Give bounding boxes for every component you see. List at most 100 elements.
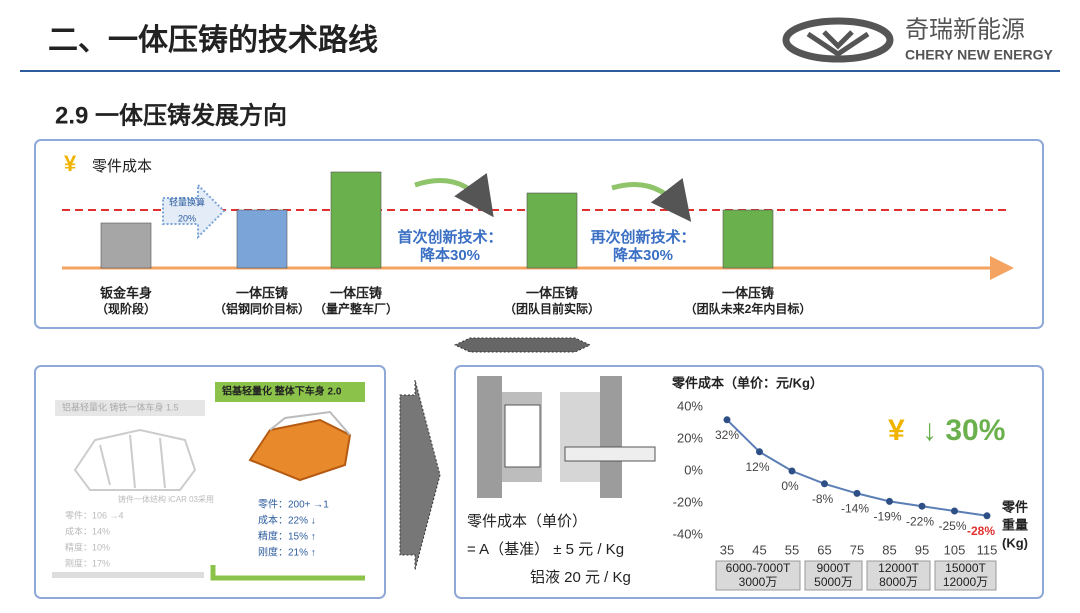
logo-cn: 奇瑞新能源 <box>905 16 1025 43</box>
shot-sleeve <box>564 446 656 462</box>
divider-arrow <box>453 337 592 353</box>
point <box>983 512 991 520</box>
y-tick-label: 40% <box>677 398 703 413</box>
logo-en: CHERY NEW ENERGY <box>905 47 1053 63</box>
x-axis-label: (Kg) <box>1002 535 1028 550</box>
bar <box>526 192 578 269</box>
annotation: 降本30% <box>420 246 480 264</box>
bar <box>330 171 382 269</box>
bar <box>100 222 152 269</box>
value-label: -8% <box>812 492 834 506</box>
category-label: 钣金车身 <box>100 285 152 300</box>
mold-part <box>477 376 502 498</box>
x-tick-label: 45 <box>752 542 766 557</box>
old-stat: 刚度：17% <box>65 557 110 568</box>
bar <box>236 209 288 269</box>
yen-icon: ¥ <box>64 151 77 176</box>
car-body <box>269 410 351 436</box>
category-label: 一体压铸 <box>722 285 774 300</box>
conversion-arrow <box>162 182 226 240</box>
y-tick-label: -40% <box>673 526 704 541</box>
new-stat: 刚度：21% ↑ <box>258 546 316 559</box>
machine-box <box>804 560 863 591</box>
value-label: 0% <box>781 479 799 493</box>
machine-price: 3000万 <box>739 575 778 589</box>
logo-mark <box>806 30 870 58</box>
machine-tonnage: 12000T <box>878 561 919 575</box>
car-wireframe <box>73 428 197 491</box>
old-stat: 成本：14% <box>65 525 110 536</box>
y-tick-label: 20% <box>677 430 703 445</box>
x-tick-label: 55 <box>785 542 799 557</box>
panel-title: 零件成本 <box>92 158 152 175</box>
category-note: （现阶段） <box>96 301 156 316</box>
mold-part <box>600 376 622 498</box>
page-title: 二、一体压铸的技术路线 <box>48 24 378 57</box>
value-label: 32% <box>715 428 739 442</box>
value-label: -14% <box>841 502 869 516</box>
value-label: -19% <box>873 510 901 524</box>
category-note: （铝钢同价目标） <box>214 301 310 316</box>
point <box>886 497 893 505</box>
point <box>853 489 861 497</box>
annotation: 再次创新技术： <box>590 228 695 246</box>
value-label: 12% <box>745 460 769 474</box>
chart-title: 零件成本（单价：元/Kg） <box>671 375 823 390</box>
x-tick-label: 105 <box>944 542 966 557</box>
x-tick-label: 75 <box>850 542 864 557</box>
old-title: 铝基轻量化 铸铁一体车身 1.5 <box>62 401 179 412</box>
x-tick-label: 115 <box>977 542 998 557</box>
mold-cavity <box>504 404 541 468</box>
old-stat: 精度：10% <box>65 541 110 552</box>
new-stat: 成本：22% ↓ <box>258 514 316 527</box>
curve-arrow <box>611 177 692 222</box>
curve-arrow <box>414 173 494 218</box>
badge-icon: ¥ <box>888 414 905 447</box>
annotation: 轻量换算 <box>169 196 205 207</box>
machine-price: 8000万 <box>879 575 918 589</box>
bar <box>722 209 774 269</box>
new-stat: 精度：15% ↑ <box>258 530 316 543</box>
point <box>821 480 828 488</box>
point <box>723 416 731 424</box>
category-label: 一体压铸 <box>236 285 288 300</box>
machine-tonnage: 6000-7000T <box>726 561 791 575</box>
mold-part <box>560 392 600 482</box>
category-note: （团队目前实际） <box>504 301 600 316</box>
point <box>788 467 796 475</box>
machine-price: 5000万 <box>814 575 853 589</box>
old-stat: 零件：106 →4 <box>65 509 124 520</box>
value-label: -25% <box>938 519 966 533</box>
value-label: -28% <box>967 524 995 538</box>
x-axis-label: 重量 <box>1002 517 1028 532</box>
x-tick-label: 95 <box>915 542 929 557</box>
machine-box <box>934 560 997 591</box>
logo-mark <box>782 17 894 63</box>
badge-text: ↓ 30% <box>922 414 1005 447</box>
point <box>756 448 763 456</box>
x-tick-label: 65 <box>817 542 831 557</box>
category-note: （量产整车厂） <box>314 301 398 316</box>
formula: = A（基准） ± 5 元 / Kg <box>467 541 624 558</box>
new-title: 铝基轻量化 整体下车身 2.0 <box>222 385 342 398</box>
aluminum-cost: 铝液 20 元 / Kg <box>530 569 631 586</box>
category-label: 一体压铸 <box>330 285 382 300</box>
point <box>918 502 926 510</box>
x-axis-label: 零件 <box>1001 499 1028 514</box>
x-tick-label: 85 <box>882 542 896 557</box>
value-label: -22% <box>906 514 934 528</box>
annotation: 降本30% <box>613 246 673 264</box>
y-tick-label: -20% <box>673 494 704 509</box>
machine-box <box>866 560 931 591</box>
annotation: 20% <box>178 213 196 223</box>
old-title-bg <box>55 400 205 416</box>
machine-price: 12000万 <box>943 575 988 589</box>
machine-tonnage: 15000T <box>945 561 986 575</box>
machine-box <box>715 560 801 591</box>
x-tick-label: 35 <box>720 542 734 557</box>
annotation: 首次创新技术： <box>397 228 502 246</box>
flow-arrow <box>399 379 441 571</box>
point <box>951 507 958 515</box>
old-note: 铸件一体结构 iCAR 03采用 <box>118 494 214 504</box>
